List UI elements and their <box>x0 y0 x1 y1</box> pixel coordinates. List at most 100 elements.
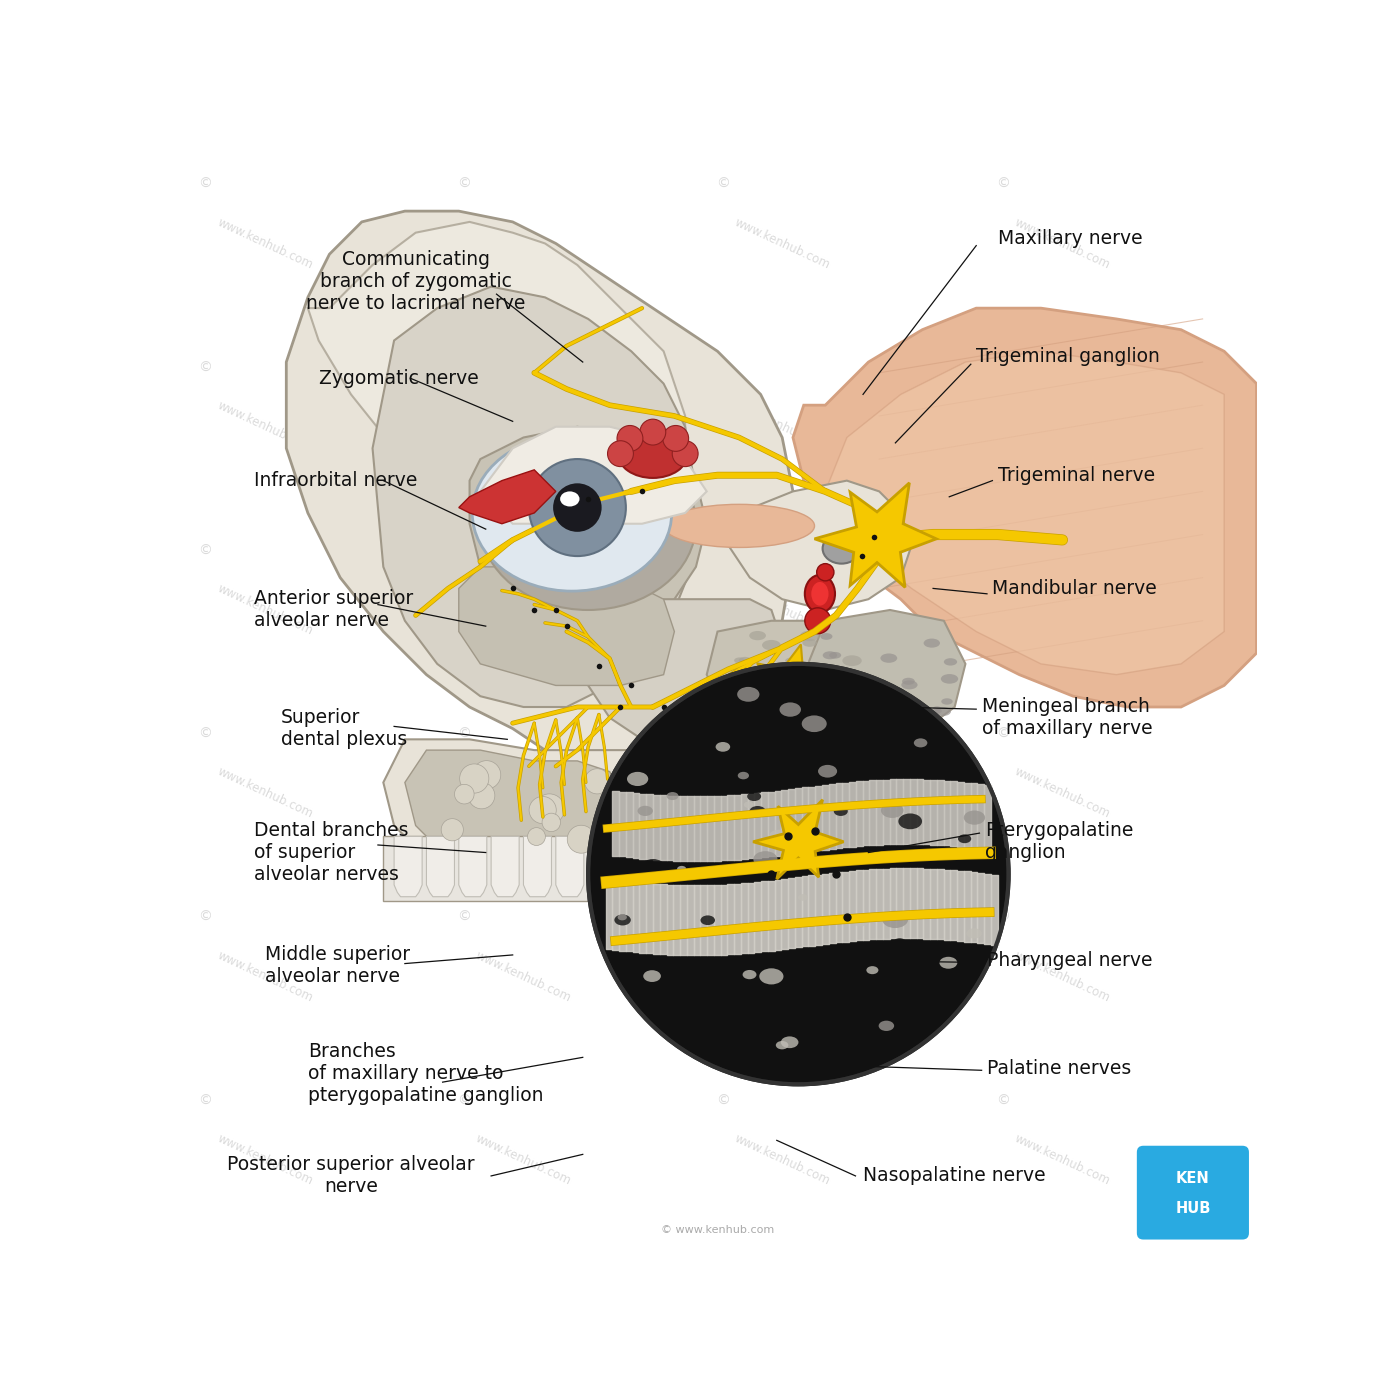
Ellipse shape <box>822 682 837 692</box>
Ellipse shape <box>785 671 794 675</box>
Text: www.kenhub.com: www.kenhub.com <box>473 582 574 638</box>
Circle shape <box>455 784 475 804</box>
Ellipse shape <box>823 669 834 675</box>
Text: Trigeminal nerve: Trigeminal nerve <box>998 466 1155 484</box>
Text: Dental branches
of superior
alveolar nerves: Dental branches of superior alveolar ner… <box>253 820 409 883</box>
Text: ©: © <box>715 543 729 557</box>
Text: www.kenhub.com: www.kenhub.com <box>214 216 315 272</box>
Polygon shape <box>491 448 675 599</box>
Ellipse shape <box>958 834 972 843</box>
Text: ©: © <box>458 1093 472 1107</box>
Ellipse shape <box>914 738 927 748</box>
Ellipse shape <box>738 771 749 780</box>
Ellipse shape <box>840 706 855 715</box>
Ellipse shape <box>839 708 855 718</box>
Ellipse shape <box>815 692 827 699</box>
Text: ©: © <box>199 727 213 741</box>
Text: © www.kenhub.com: © www.kenhub.com <box>661 1225 774 1235</box>
Text: ©: © <box>199 178 213 192</box>
Ellipse shape <box>963 811 986 825</box>
Ellipse shape <box>802 638 818 647</box>
Ellipse shape <box>749 806 766 818</box>
Ellipse shape <box>836 699 854 708</box>
Ellipse shape <box>664 504 815 547</box>
Text: www.kenhub.com: www.kenhub.com <box>473 216 574 272</box>
Ellipse shape <box>899 813 923 829</box>
Ellipse shape <box>818 764 837 777</box>
Ellipse shape <box>743 721 757 729</box>
Text: Middle superior
alveolar nerve: Middle superior alveolar nerve <box>265 945 410 986</box>
Text: www.kenhub.com: www.kenhub.com <box>1012 949 1113 1004</box>
Text: Maxillary nerve: Maxillary nerve <box>998 228 1142 248</box>
Polygon shape <box>588 836 616 897</box>
Text: Zygomatic nerve: Zygomatic nerve <box>319 368 479 388</box>
Circle shape <box>441 819 463 841</box>
Text: Superior
dental plexus: Superior dental plexus <box>281 708 407 749</box>
Text: ©: © <box>199 360 213 374</box>
Ellipse shape <box>738 687 759 701</box>
Text: Nasopalatine nerve: Nasopalatine nerve <box>862 1166 1046 1186</box>
Polygon shape <box>755 644 829 718</box>
Polygon shape <box>405 750 620 868</box>
Ellipse shape <box>818 722 833 731</box>
Ellipse shape <box>932 708 942 714</box>
Circle shape <box>468 783 494 809</box>
Ellipse shape <box>820 633 833 640</box>
Circle shape <box>466 773 484 791</box>
Polygon shape <box>524 836 552 897</box>
Text: Pterygopalatine
ganglion: Pterygopalatine ganglion <box>984 822 1133 862</box>
Ellipse shape <box>734 711 743 717</box>
Ellipse shape <box>917 944 942 960</box>
Ellipse shape <box>811 582 829 606</box>
Ellipse shape <box>871 729 886 738</box>
Polygon shape <box>459 470 556 524</box>
Ellipse shape <box>879 1021 895 1030</box>
Text: www.kenhub.com: www.kenhub.com <box>732 949 832 1004</box>
Text: www.kenhub.com: www.kenhub.com <box>1012 582 1113 638</box>
Text: Trigeminal ganglion: Trigeminal ganglion <box>976 347 1161 367</box>
Circle shape <box>529 797 556 823</box>
Text: www.kenhub.com: www.kenhub.com <box>214 766 315 822</box>
Ellipse shape <box>892 854 909 865</box>
Ellipse shape <box>801 672 815 680</box>
Text: www.kenhub.com: www.kenhub.com <box>1012 766 1113 822</box>
Text: www.kenhub.com: www.kenhub.com <box>1012 399 1113 455</box>
Ellipse shape <box>742 970 756 979</box>
Text: ©: © <box>199 1093 213 1107</box>
Circle shape <box>662 426 689 451</box>
Ellipse shape <box>715 742 731 752</box>
Polygon shape <box>469 427 707 631</box>
Ellipse shape <box>615 914 631 925</box>
Circle shape <box>617 426 643 451</box>
Ellipse shape <box>472 435 672 591</box>
Text: Communicating
branch of zygomatic
nerve to lacrimal nerve: Communicating branch of zygomatic nerve … <box>307 249 525 312</box>
Ellipse shape <box>827 724 839 729</box>
Ellipse shape <box>843 655 862 666</box>
Polygon shape <box>707 620 868 739</box>
Ellipse shape <box>790 699 805 707</box>
Ellipse shape <box>850 913 871 927</box>
Polygon shape <box>384 739 652 890</box>
Text: www.kenhub.com: www.kenhub.com <box>473 949 574 1004</box>
Text: ©: © <box>997 910 1011 924</box>
Polygon shape <box>556 836 584 897</box>
Polygon shape <box>753 799 844 879</box>
Text: ©: © <box>997 1093 1011 1107</box>
Text: ©: © <box>997 727 1011 741</box>
Ellipse shape <box>762 696 773 701</box>
Circle shape <box>528 827 546 846</box>
Ellipse shape <box>637 806 652 816</box>
Text: Mandibular nerve: Mandibular nerve <box>993 580 1158 598</box>
Ellipse shape <box>739 657 752 664</box>
Ellipse shape <box>753 675 764 680</box>
Circle shape <box>640 419 666 445</box>
Ellipse shape <box>935 707 951 715</box>
Ellipse shape <box>805 575 834 613</box>
Text: ©: © <box>458 360 472 374</box>
Circle shape <box>585 769 610 794</box>
Ellipse shape <box>480 437 696 610</box>
Text: ©: © <box>715 727 729 741</box>
Text: ©: © <box>715 910 729 924</box>
Circle shape <box>535 794 564 825</box>
Polygon shape <box>825 351 1224 675</box>
